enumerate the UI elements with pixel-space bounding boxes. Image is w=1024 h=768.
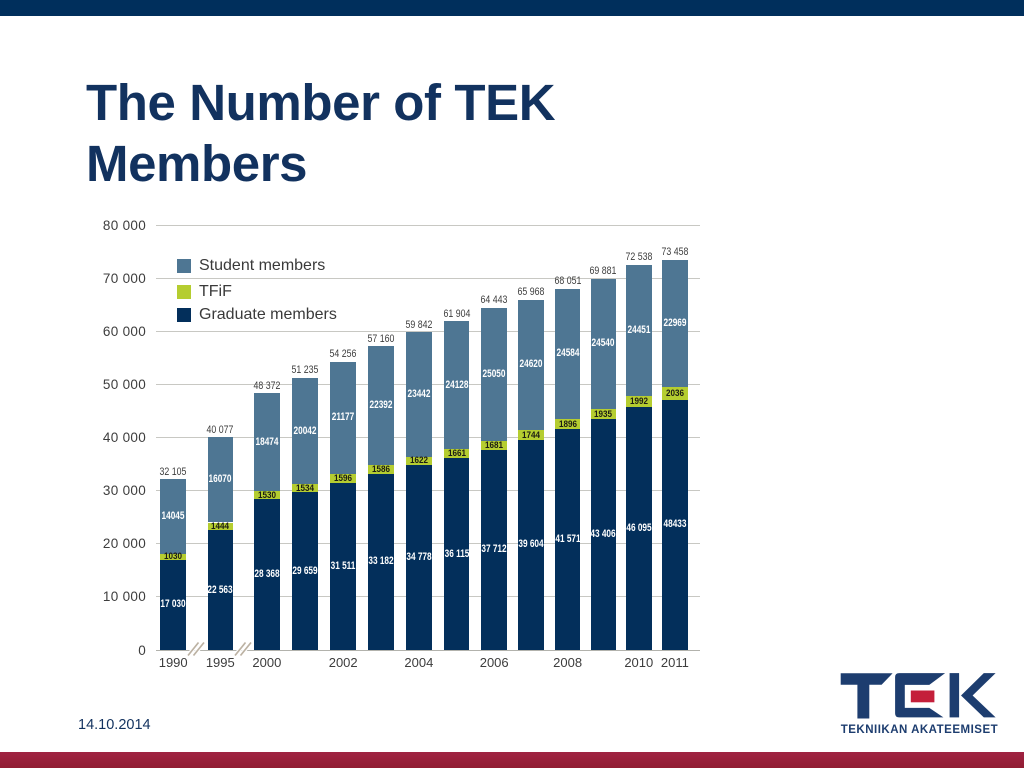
svg-text:TEKNIIKAN AKATEEMISET: TEKNIIKAN AKATEEMISET	[841, 724, 998, 736]
